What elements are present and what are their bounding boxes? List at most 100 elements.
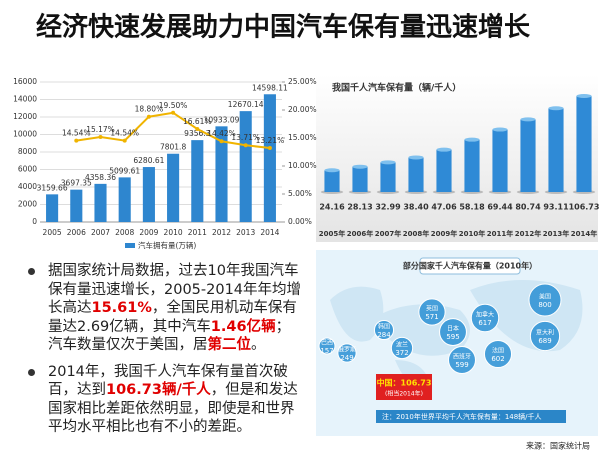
bullet-text: ，但是和发达国家相比差距依然明显，即使是和世界平均水平相比也有不小的差距。 — [48, 382, 298, 435]
bar — [436, 149, 452, 192]
country-name: 日本 — [447, 325, 459, 333]
bar-label: 4358.36 — [85, 173, 116, 182]
y2-tick-label: 20.00% — [288, 105, 317, 114]
bar-label: 24.16 — [319, 203, 345, 212]
y-tick-label: 10000 — [13, 130, 37, 139]
bar-label: 5099.61 — [109, 166, 140, 175]
y2-tick-label: 5.00% — [288, 189, 312, 198]
x-tick-label: 2005年 — [319, 229, 345, 238]
country-value: 599 — [455, 361, 468, 369]
line-point — [98, 135, 103, 140]
bar-label: 3159.66 — [37, 183, 68, 192]
legend-swatch — [125, 243, 135, 248]
bullet: 据国家统计局数据，过去10年我国汽车保有量迅速增长，2005-2014年年均增长… — [22, 262, 304, 355]
line-label: 14.42% — [207, 129, 236, 138]
bar-label: 10933.09 — [204, 115, 240, 124]
slide-title: 经济快速发展助力中国汽车保有量迅速增长 — [36, 12, 531, 43]
country-name: 巴西 — [321, 340, 333, 347]
bullet-text: 106.73辆/千人 — [106, 382, 211, 398]
x-tick-label: 2007年 — [375, 229, 401, 238]
bar-label: 47.06 — [431, 203, 457, 212]
y-tick-label: 4000 — [18, 182, 37, 191]
country-bubble — [318, 337, 336, 355]
bar-label: 14598.11 — [252, 83, 288, 92]
bar — [263, 94, 276, 222]
country-value: 372 — [395, 349, 408, 357]
y2-tick-label: 25.00% — [288, 77, 317, 86]
bullet-text: 据国家统计局数据，过去10年我国汽车保有量迅速增长，2005-2014年年均增长… — [48, 263, 302, 316]
map-title-box — [419, 257, 521, 275]
x-tick-label: 2013 — [236, 228, 255, 237]
bar — [464, 139, 480, 192]
bar — [46, 194, 59, 222]
bullet-text: ，全国民用机动车保有量达2.69亿辆，其中汽车 — [48, 300, 297, 335]
x-tick-label: 2006 — [67, 228, 86, 237]
bar-top — [576, 94, 592, 98]
x-tick-label: 2013年 — [543, 229, 569, 238]
china-label: 中国：106.73 — [377, 378, 432, 388]
bar-label: 6280.61 — [133, 156, 164, 165]
country-bubble — [390, 336, 414, 360]
y2-tick-label: 0.00% — [288, 217, 312, 226]
line-point — [267, 146, 272, 151]
chart-title: 我国千人汽车保有量（辆/千人） — [332, 82, 461, 94]
country-bubble — [483, 339, 513, 369]
bar — [191, 140, 204, 222]
country-bubble — [529, 320, 561, 352]
country-value: 800 — [538, 301, 551, 309]
bar-top — [324, 168, 340, 173]
country-bubble — [439, 318, 467, 346]
bullet-text: 第二位 — [207, 337, 252, 353]
country-value: 602 — [491, 355, 504, 363]
bar-label: 9356.3 — [184, 129, 210, 138]
bar — [94, 183, 107, 222]
legend-label: 汽车拥有量(万辆) — [138, 240, 196, 250]
y-tick-label: 8000 — [18, 147, 37, 156]
line-label: 19.50% — [159, 101, 188, 110]
country-name: 波兰 — [396, 341, 408, 349]
country-name: 法国 — [492, 347, 504, 355]
china-note: (相当2014年) — [385, 390, 423, 398]
y-tick-label: 2000 — [18, 200, 37, 209]
line-point — [219, 139, 224, 144]
line-label: 13.21% — [256, 136, 285, 145]
y-tick-label: 14000 — [13, 95, 37, 104]
x-tick-label: 2008 — [115, 228, 134, 237]
line-point — [74, 138, 79, 143]
country-value: 571 — [425, 313, 438, 321]
country-bubble — [418, 298, 446, 326]
bar — [576, 96, 592, 192]
map-title: 部分国家千人汽车保有量（2010年） — [403, 261, 537, 271]
bar — [324, 170, 340, 192]
bar — [118, 177, 131, 222]
bar-label: 93.11 — [543, 203, 569, 212]
line-label: 14.54% — [62, 129, 91, 138]
x-tick-label: 2010年 — [459, 229, 485, 238]
bar — [520, 119, 536, 192]
bullet-text: 2014年，我国千人汽车保有量首次破百，达到 — [48, 363, 288, 399]
y-tick-label: 16000 — [13, 77, 37, 86]
country-name: 意大利 — [536, 329, 554, 337]
country-value: 595 — [446, 333, 459, 341]
bullet-text: ；汽车数量仅次于美国，居 — [48, 318, 291, 354]
line-label: 13.71% — [231, 133, 260, 142]
y-tick-label: 12000 — [13, 112, 37, 121]
bar-label: 106.73 — [569, 203, 600, 212]
line-label: 16.61% — [183, 117, 212, 126]
bar-top — [464, 137, 480, 142]
bar-label: 32.99 — [375, 203, 401, 212]
bar — [70, 189, 83, 222]
country-value: 157 — [320, 347, 333, 355]
line-label: 15.17% — [86, 125, 115, 134]
line-label: 18.80% — [135, 105, 164, 114]
bar-label: 7801.8 — [160, 143, 186, 152]
bar — [215, 126, 228, 222]
bar-top — [352, 164, 368, 169]
bar — [492, 129, 508, 192]
bar-label: 80.74 — [515, 203, 541, 212]
bar — [548, 108, 564, 192]
line-label: 14.54% — [110, 129, 139, 138]
bar-label: 3697.35 — [61, 179, 92, 188]
